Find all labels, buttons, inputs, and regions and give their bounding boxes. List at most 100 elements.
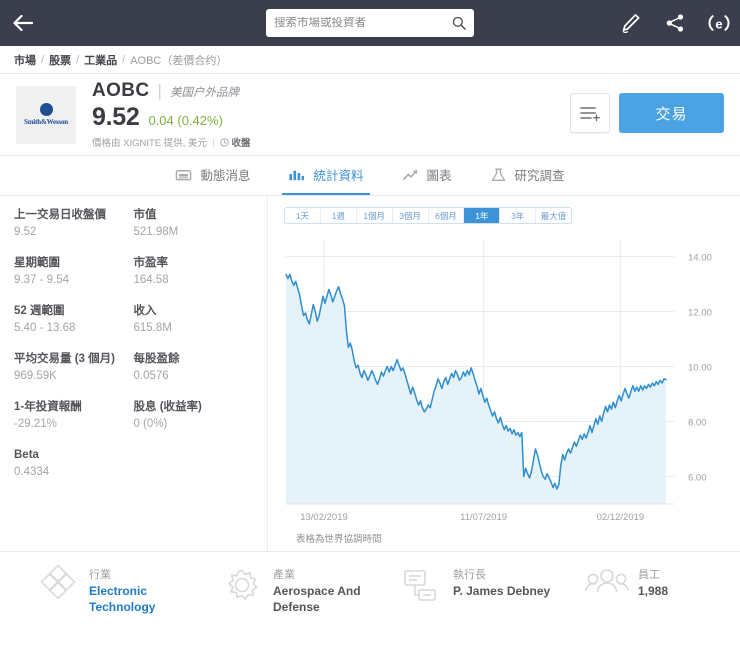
svg-text:11/07/2019: 11/07/2019 (460, 512, 507, 523)
info-card-sector[interactable]: 行業 Electronic Technology (8, 565, 220, 615)
info-card-label: 產業 (273, 569, 295, 581)
stat-item: 上一交易日收盤價 9.52 (14, 208, 134, 239)
symbol-divider: | (157, 81, 162, 100)
flask-icon (491, 167, 505, 181)
company-logo: Smith&Wesson (16, 85, 76, 144)
tab-bar: 動態消息 統計資料 圖表 研究調查 (0, 156, 740, 196)
org-chart-icon (404, 570, 436, 601)
trend-line-icon (402, 169, 417, 180)
breadcrumb-item-1[interactable]: 股票 (49, 54, 72, 67)
svg-text:02/12/2019: 02/12/2019 (597, 512, 645, 523)
range-button-3[interactable]: 3個月 (393, 208, 429, 223)
info-card-label: 執行長 (453, 569, 486, 581)
etoro-logo-button[interactable]: e (702, 6, 736, 40)
trade-button[interactable]: 交易 (619, 93, 724, 133)
tab-news[interactable]: 動態消息 (169, 156, 256, 195)
svg-text:e: e (715, 17, 722, 32)
edit-button[interactable] (614, 6, 648, 40)
stat-label: 1-年投資報酬 (14, 401, 82, 413)
statistics-panel: 上一交易日收盤價 9.52 市值 521.98M 星期範圍 9.37 - 9.54 市… (0, 196, 268, 551)
chart-caption: 表格為世界協調時間 (296, 534, 382, 545)
svg-text:8.00: 8.00 (688, 418, 707, 429)
svg-text:12.00: 12.00 (688, 308, 712, 319)
range-button-6[interactable]: 3年 (500, 208, 537, 223)
meta-separator: | (212, 136, 215, 148)
stock-price: 9.52 (92, 103, 140, 131)
add-to-list-button[interactable] (570, 93, 610, 133)
stat-label: 股息 (收益率) (133, 401, 202, 413)
tab-label: 動態消息 (200, 169, 251, 183)
tab-statistics[interactable]: 統計資料 (282, 156, 370, 195)
gear-icon (227, 569, 258, 601)
bar-chart-icon (289, 170, 305, 180)
stock-header: Smith&Wesson AOBC | 美国户外品牌 9.52 0.04 (0.… (0, 74, 740, 156)
stat-label: Beta (14, 449, 39, 461)
price-source: 價格由 XIGNITE 提供, 美元 (92, 138, 208, 149)
share-button[interactable] (658, 6, 692, 40)
header-actions: 交易 (570, 93, 724, 133)
stat-value: -29.21% (14, 418, 57, 430)
pencil-icon (622, 13, 640, 34)
stat-item: 每股盈餘 0.0576 (134, 352, 254, 383)
info-card-value[interactable]: Electronic Technology (89, 584, 156, 614)
clock-icon (219, 137, 229, 147)
price-chart[interactable]: 14.00 12.00 10.00 8.00 6.00 13/02/2019 11/07/2… (278, 234, 734, 529)
stat-label: 市盈率 (133, 257, 169, 269)
stat-item: 收入 615.8M (134, 304, 254, 335)
stat-value: 5.40 - 13.68 (14, 322, 76, 334)
breadcrumb-item-2[interactable]: 工業品 (84, 54, 118, 67)
stat-value: 969.59K (14, 370, 57, 382)
diamonds-icon (40, 565, 76, 600)
stat-item: Beta 0.4334 (14, 448, 134, 479)
stock-change: 0.04 (0.42%) (148, 113, 223, 128)
chart-panel: 1天 1週 1個月 3個月 6個月 1年 3年 最大值 14.00 12.00 10… (268, 196, 740, 551)
info-card-value: 1,988 (638, 584, 669, 598)
stat-label: 上一交易日收盤價 (14, 209, 106, 221)
breadcrumb-item-0[interactable]: 市場 (14, 54, 36, 67)
stat-value: 164.58 (133, 274, 169, 286)
company-info-bar: 行業 Electronic Technology 產業 Aerospace An… (0, 551, 740, 639)
info-card-employees: 員工 1,988 (585, 565, 725, 605)
tab-label: 研究調查 (514, 169, 565, 183)
stat-label: 星期範圍 (14, 257, 60, 269)
info-card-industry: 產業 Aerospace And Defense (220, 565, 400, 615)
range-button-0[interactable]: 1天 (285, 208, 321, 223)
tab-label: 圖表 (426, 169, 452, 183)
breadcrumb-current: AOBC（差價合约） (130, 54, 228, 67)
top-bar: e (0, 0, 740, 46)
stat-value: 615.8M (133, 322, 172, 334)
stock-subtitle: 美国户外品牌 (169, 87, 239, 99)
stat-item: 市盈率 164.58 (134, 256, 254, 287)
stat-item: 市值 521.98M (134, 208, 254, 239)
tab-charts[interactable]: 圖表 (396, 156, 458, 195)
stat-value: 521.98M (133, 226, 179, 238)
range-button-2[interactable]: 1個月 (357, 208, 393, 223)
back-button[interactable] (0, 0, 46, 46)
news-icon (176, 169, 192, 180)
stat-label: 52 週範圍 (14, 305, 65, 317)
info-card-label: 行業 (89, 569, 111, 581)
range-button-4[interactable]: 6個月 (429, 208, 465, 223)
tab-research[interactable]: 研究調查 (484, 156, 571, 195)
range-button-5[interactable]: 1年 (464, 208, 501, 223)
stat-value: 0.0576 (133, 370, 169, 382)
range-selector: 1天 1週 1個月 3個月 6個月 1年 3年 最大值 (284, 207, 572, 224)
stat-value: 0.4334 (14, 466, 50, 478)
search-icon[interactable] (452, 16, 466, 30)
range-button-7[interactable]: 最大值 (540, 210, 567, 221)
info-card-ceo: 執行長 P. James Debney (400, 565, 585, 605)
search-input[interactable] (274, 17, 452, 29)
breadcrumb-separator: / (76, 53, 80, 66)
stat-label: 市值 (133, 209, 157, 221)
search-bar[interactable] (266, 9, 474, 37)
breadcrumb: 市場 / 股票 / 工業品 / AOBC（差價合约） (0, 46, 740, 74)
svg-text:14.00: 14.00 (688, 253, 712, 264)
range-button-1[interactable]: 1週 (321, 208, 357, 223)
back-arrow-icon (13, 15, 33, 31)
market-status: 收盤 (231, 138, 251, 149)
tab-label: 統計資料 (313, 169, 364, 183)
etoro-logo-icon: e (708, 15, 730, 32)
info-card-value: Aerospace And Defense (273, 584, 361, 614)
price-chart-svg: 14.00 12.00 10.00 8.00 6.00 13/02/2019 11/07/2… (285, 240, 712, 523)
stat-item: 星期範圍 9.37 - 9.54 (14, 256, 134, 287)
